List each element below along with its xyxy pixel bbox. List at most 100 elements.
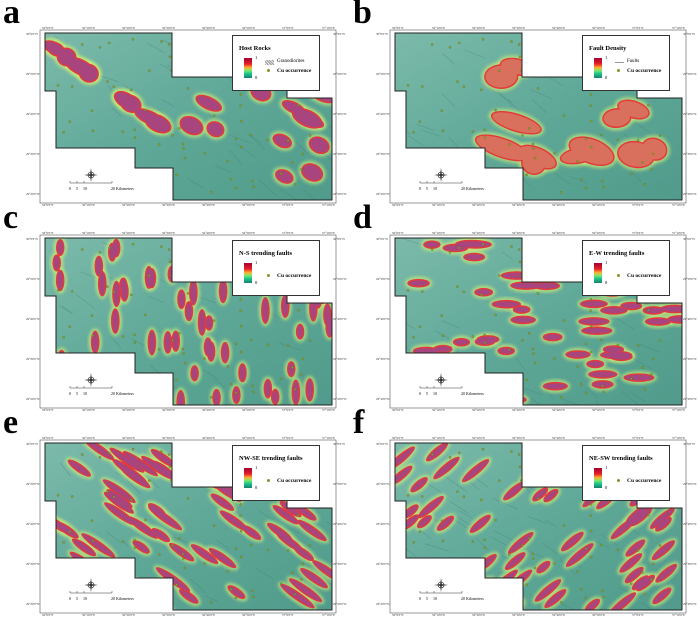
favorability-zone xyxy=(544,490,558,501)
favorability-zone xyxy=(592,381,613,388)
cu-occurrence-point xyxy=(560,191,563,194)
north-arrow-icon xyxy=(434,578,448,592)
cu-occurrence-point xyxy=(203,562,206,565)
cu-occurrence-point xyxy=(643,388,647,391)
longitude-label: 56°50'0"E xyxy=(242,26,256,30)
latitude-label: 30°0'0"N xyxy=(26,32,38,36)
cu-occurrence-point xyxy=(62,541,65,544)
longitude-label: 56°50'0"E xyxy=(242,408,256,412)
study-area-outline xyxy=(44,442,333,611)
favorability-zone xyxy=(514,306,529,313)
favorability-zone xyxy=(587,361,603,367)
longitude-label: 56°30'0"E xyxy=(512,436,526,440)
cu-occurrence-point xyxy=(280,377,283,380)
favorability-zone xyxy=(107,490,132,508)
favorability-zone xyxy=(281,584,314,608)
scale-label: 0 xyxy=(419,391,421,396)
cu-occurrence-point xyxy=(528,537,531,540)
cu-occurrence-point xyxy=(300,168,303,171)
cu-occurrence-point xyxy=(584,391,588,395)
favorability-zone xyxy=(262,298,269,323)
cu-occurrence-point xyxy=(589,119,593,123)
ramp-min-label: 0 xyxy=(605,75,608,80)
cu-occurrence-point xyxy=(458,246,461,250)
latitude-label: 30°0'0"N xyxy=(26,442,38,446)
cu-occurrence-point xyxy=(616,548,620,552)
cu-occurrence-point xyxy=(266,138,270,142)
cu-occurrence-point xyxy=(183,566,187,570)
favorability-zone xyxy=(105,492,133,513)
scale-label: 10 xyxy=(433,186,437,191)
favorability-zone xyxy=(242,526,260,539)
longitude-label: 57°10'0"E xyxy=(322,613,336,617)
favorability-zone xyxy=(152,461,175,478)
cu-occurrence-point xyxy=(98,251,102,254)
favorability-zone xyxy=(476,135,529,161)
favorability-zone xyxy=(206,316,212,330)
map-canvas xyxy=(39,439,337,614)
longitude-label: 56°50'0"E xyxy=(242,203,256,207)
longitude-label: 56°0'0"E xyxy=(42,408,54,412)
latitude-label: 29°30'0"N xyxy=(333,562,347,566)
favorability-zone xyxy=(211,494,233,510)
scale-bar xyxy=(69,181,113,184)
favorability-zone xyxy=(611,517,636,539)
favorability-zone xyxy=(96,257,102,276)
ramp-max-label: 1 xyxy=(605,465,608,470)
longitude-label: 56°0'0"E xyxy=(392,408,404,412)
scale-label: 10 xyxy=(83,391,87,396)
latitude-label: 29°30'0"N xyxy=(26,562,40,566)
latitude-label: 30°0'0"N xyxy=(683,32,695,36)
favorability-zone xyxy=(283,101,305,114)
cu-occurrence-point xyxy=(616,343,620,347)
cu-occurrence-point xyxy=(562,524,566,527)
cu-occurrence-point xyxy=(483,128,486,132)
cu-occurrence-point xyxy=(553,562,556,565)
cu-occurrence-point xyxy=(71,85,74,88)
longitude-label: 57°0'0"E xyxy=(632,26,644,30)
cu-occurrence-point xyxy=(630,172,633,175)
favorability-zone xyxy=(581,301,607,307)
favorability-zone xyxy=(404,505,418,517)
cu-occurrence-point xyxy=(130,293,133,297)
cu-occurrence-point xyxy=(448,46,452,49)
cu-occurrence-point xyxy=(181,347,185,351)
favorability-zone xyxy=(302,164,322,181)
latitude-label: 29°20'0"N xyxy=(376,602,390,606)
longitude-label: 56°30'0"E xyxy=(512,408,526,412)
scale-label: 10 xyxy=(433,391,437,396)
latitude-label: 29°40'0"N xyxy=(683,112,697,116)
favorability-zone xyxy=(121,467,150,488)
longitude-label: 56°30'0"E xyxy=(162,613,176,617)
cu-occurrence-point xyxy=(601,179,604,183)
favorability-zone xyxy=(408,280,429,286)
favorability-zone xyxy=(196,96,221,111)
favorability-zone xyxy=(586,599,599,610)
cu-occurrence-point xyxy=(212,524,216,527)
latitude-label: 29°40'0"N xyxy=(376,522,390,526)
longitude-label: 56°40'0"E xyxy=(552,26,566,30)
cu-occurrence-point xyxy=(483,333,486,337)
cu-occurrence-label: Cu occurrence xyxy=(627,273,662,279)
favorability-zone xyxy=(460,241,491,248)
cu-occurrence-point xyxy=(181,142,185,146)
favorability-zone xyxy=(180,590,198,603)
favorability-zone xyxy=(149,117,166,130)
ramp-max-label: 1 xyxy=(255,465,258,470)
latitude-label: 29°20'0"N xyxy=(26,602,40,606)
cu-occurrence-point xyxy=(494,108,497,112)
favorability-zone xyxy=(402,515,418,529)
longitude-label: 56°20'0"E xyxy=(472,231,486,235)
favorability-zone xyxy=(152,529,169,541)
cu-occurrence-point xyxy=(641,571,644,574)
latitude-label: 29°40'0"N xyxy=(683,522,697,526)
favorability-zone xyxy=(313,561,332,584)
longitude-label: 56°50'0"E xyxy=(592,408,606,412)
scale-label: 5 xyxy=(426,596,428,601)
scale-label: 0 xyxy=(69,596,71,601)
cu-occurrence-point xyxy=(483,538,486,542)
cu-occurrence-point xyxy=(210,191,213,194)
cu-occurrence-point xyxy=(521,134,524,137)
favorability-zone xyxy=(419,497,443,518)
cu-occurrence-point xyxy=(600,543,603,547)
